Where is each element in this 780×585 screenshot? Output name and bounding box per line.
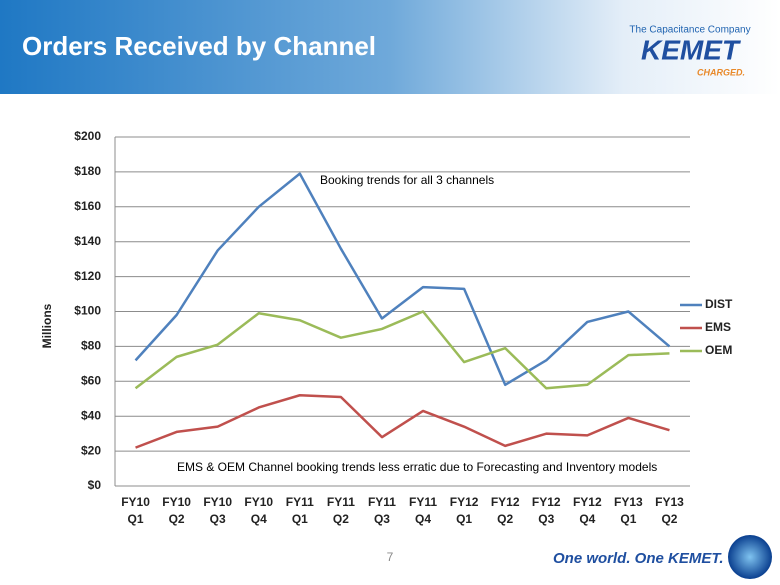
legend-label: DIST — [705, 297, 733, 311]
x-tick-label: FY11 — [286, 495, 314, 509]
x-tick-label: Q2 — [661, 512, 677, 526]
x-tick-label: FY11 — [368, 495, 396, 509]
x-tick-label: Q2 — [497, 512, 513, 526]
y-tick-label: $40 — [81, 408, 101, 422]
header-banner — [0, 0, 780, 94]
x-tick-label: FY12 — [532, 495, 561, 509]
x-tick-label: Q1 — [456, 512, 472, 526]
legend-label: EMS — [705, 320, 731, 334]
y-tick-label: $160 — [74, 199, 101, 213]
x-tick-label: FY12 — [491, 495, 520, 509]
slogan: CHARGED. — [697, 67, 745, 77]
x-tick-label: Q4 — [415, 512, 431, 526]
x-tick-label: FY11 — [327, 495, 355, 509]
x-tick-label: Q1 — [292, 512, 308, 526]
series-line — [134, 172, 671, 387]
slide-title: Orders Received by Channel — [22, 31, 376, 61]
x-tick-label: FY12 — [573, 495, 602, 509]
x-tick-label: Q4 — [579, 512, 595, 526]
x-tick-label: FY10 — [162, 495, 191, 509]
x-tick-label: FY13 — [614, 495, 643, 509]
x-tick-label: Q3 — [210, 512, 226, 526]
tagline: The Capacitance Company — [629, 25, 750, 36]
x-tick-label: FY10 — [203, 495, 232, 509]
x-tick-label: FY10 — [244, 495, 273, 509]
y-tick-label: $60 — [81, 373, 101, 387]
x-tick-label: Q3 — [538, 512, 554, 526]
y-tick-label: $80 — [81, 339, 101, 353]
y-tick-label: $20 — [81, 443, 101, 457]
annotation: Booking trends for all 3 channels — [320, 173, 494, 187]
y-tick-label: $120 — [74, 269, 101, 283]
series-line — [135, 394, 670, 449]
x-tick-label: FY11 — [409, 495, 437, 509]
legend-label: OEM — [705, 343, 732, 357]
x-tick-label: Q1 — [128, 512, 144, 526]
page-number: 7 — [387, 550, 394, 564]
motto: One world. One KEMET. — [553, 550, 724, 567]
x-tick-label: FY12 — [450, 495, 479, 509]
x-tick-label: Q2 — [169, 512, 185, 526]
y-tick-label: $0 — [88, 478, 102, 492]
x-tick-label: Q3 — [374, 512, 390, 526]
brand: KEMET — [641, 34, 742, 65]
y-tick-label: $140 — [74, 234, 101, 248]
annotation: EMS & OEM Channel booking trends less er… — [177, 460, 657, 474]
series-line — [134, 310, 670, 390]
y-tick-label: $100 — [74, 304, 101, 318]
x-tick-label: Q2 — [333, 512, 349, 526]
x-tick-label: Q1 — [620, 512, 636, 526]
y-axis-label: Millions — [40, 303, 54, 348]
x-tick-label: FY10 — [121, 495, 150, 509]
x-tick-label: FY13 — [655, 495, 684, 509]
globe-icon — [728, 535, 772, 579]
y-tick-label: $200 — [74, 129, 101, 143]
x-tick-label: Q4 — [251, 512, 267, 526]
y-tick-label: $180 — [74, 164, 101, 178]
